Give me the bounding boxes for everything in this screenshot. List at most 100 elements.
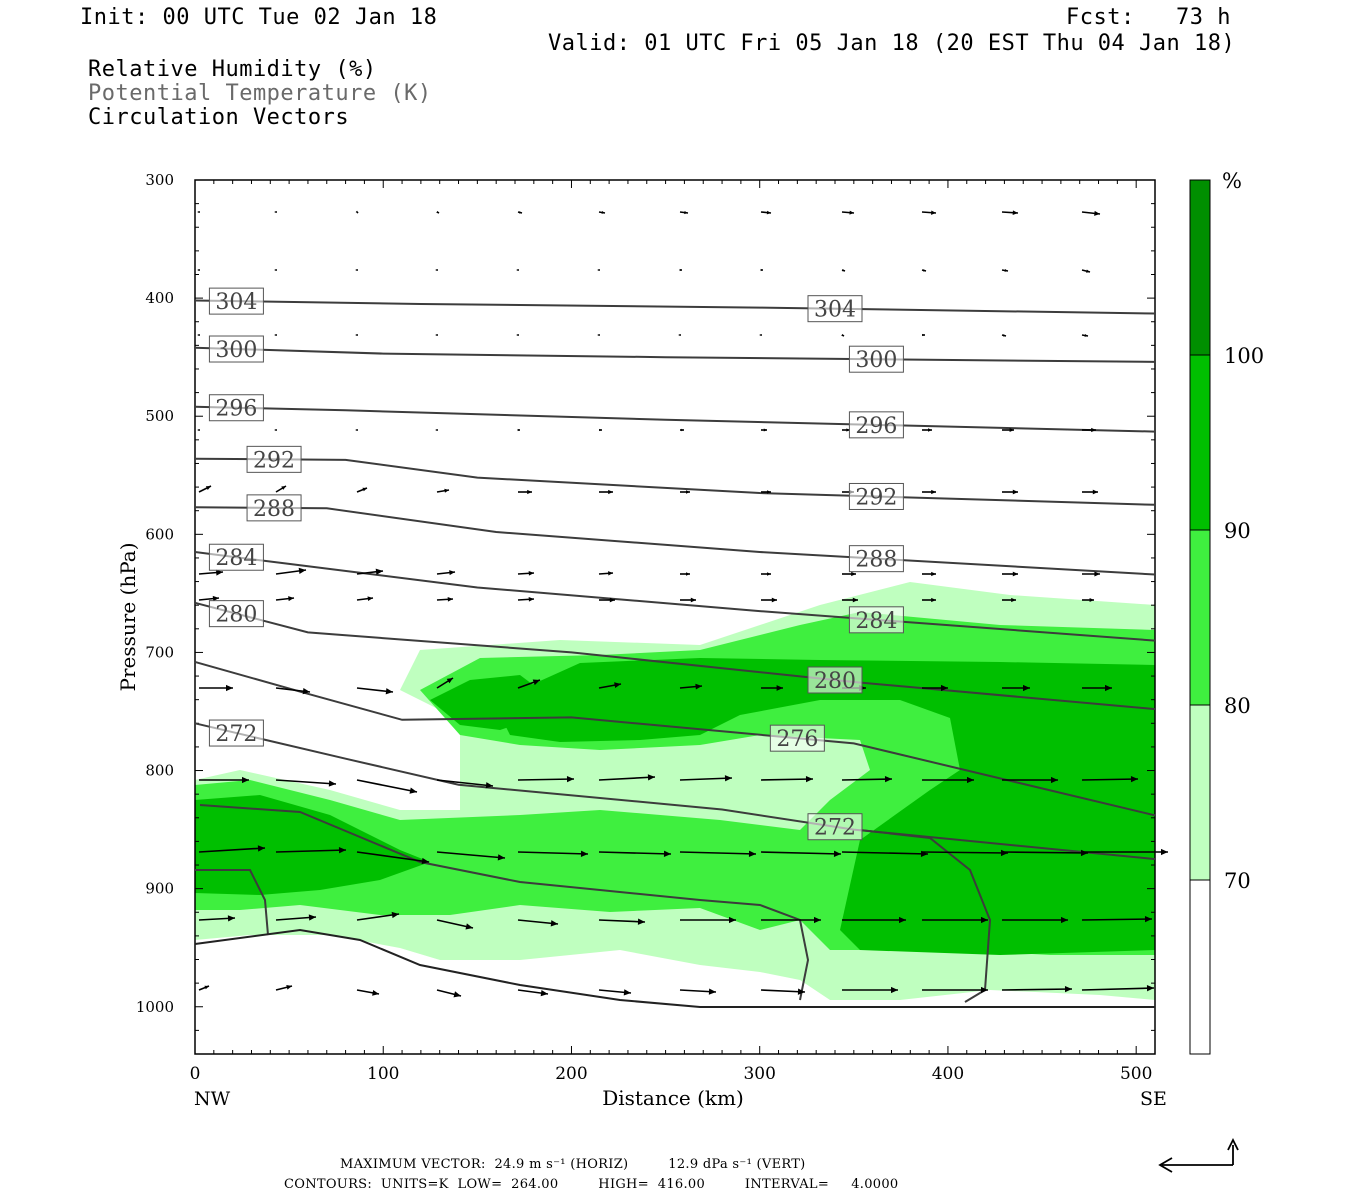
- circulation-vector: [842, 597, 858, 603]
- circulation-vector: [1002, 571, 1018, 577]
- circulation-vector: [761, 572, 771, 576]
- circulation-vector: [598, 918, 646, 925]
- circulation-vector: [355, 334, 358, 336]
- circulation-vector: [678, 334, 681, 336]
- isentrope-label-300: 300: [848, 345, 904, 373]
- circulation-vector: [274, 334, 277, 336]
- circulation-vector: [679, 268, 682, 272]
- colorbar-segment: [1190, 705, 1210, 880]
- circulation-vector: [356, 851, 430, 865]
- circulation-vector: [436, 919, 474, 930]
- circulation-vector: [517, 989, 549, 997]
- circulation-vector: [436, 851, 506, 861]
- circulation-vector: [1081, 334, 1089, 337]
- svg-text:272: 272: [215, 722, 257, 747]
- circulation-vector: [842, 428, 850, 432]
- circulation-vector: [598, 989, 632, 996]
- isentrope-label-288: 288: [848, 545, 904, 573]
- circulation-vector: [679, 683, 703, 690]
- isentrope-label-296: 296: [848, 411, 904, 439]
- circulation-vector: [922, 571, 936, 577]
- circulation-vector: [436, 596, 454, 602]
- circulation-vector: [1081, 775, 1139, 783]
- circulation-vector: [761, 597, 777, 603]
- colorbar-segment: [1190, 880, 1210, 1054]
- circulation-vector: [1002, 684, 1030, 692]
- circulation-vector: [435, 334, 438, 336]
- circulation-vector: [760, 210, 772, 215]
- y-axis-title: Pressure (hPa): [116, 543, 140, 692]
- circulation-vector: [598, 682, 622, 689]
- isentrope-labels: 304 304 300 300 296 296 292 292 288 288 284 284 280 2…: [208, 287, 904, 841]
- circulation-vector: [761, 916, 821, 924]
- isentrope-280: [194, 601, 1156, 711]
- y-tick-label: 800: [145, 762, 174, 780]
- rh-colorbar: 70 80 90 100%: [1189, 169, 1264, 1055]
- svg-text:284: 284: [215, 546, 257, 571]
- circulation-vector: [761, 428, 767, 432]
- svg-text:284: 284: [855, 609, 897, 634]
- circulation-vector: [275, 984, 293, 991]
- circulation-vector: [680, 490, 690, 494]
- isentrope-label-304: 304: [807, 295, 863, 323]
- circulation-vector: [517, 679, 541, 689]
- circulation-vector: [598, 571, 614, 576]
- circulation-vector: [517, 211, 523, 214]
- circulation-vector: [356, 596, 374, 601]
- circulation-vector: [517, 428, 520, 432]
- svg-text:300: 300: [855, 348, 897, 373]
- circulation-vector: [679, 850, 757, 857]
- circulation-vector: [517, 775, 575, 783]
- circulation-vector: [760, 775, 814, 783]
- circulation-vector: [275, 847, 347, 854]
- circulation-vector: [1081, 915, 1153, 923]
- circulation-vector: [198, 595, 220, 602]
- circulation-vector: [199, 684, 233, 692]
- circulation-vector: [1001, 210, 1019, 216]
- circulation-vector: [356, 911, 400, 921]
- circulation-vectors: [197, 210, 1168, 998]
- circulation-vector: [599, 489, 613, 495]
- colorbar-segment: [1190, 355, 1210, 530]
- y-tick-label: 300: [145, 171, 174, 189]
- circulation-vector: [436, 989, 462, 998]
- svg-text:296: 296: [215, 397, 257, 422]
- circulation-vector: [274, 269, 277, 271]
- rh-90-upper-core-b: [430, 675, 540, 730]
- rh-90-lower-core: [195, 795, 430, 895]
- circulation-vector: [436, 210, 440, 214]
- circulation-vector: [1081, 210, 1101, 216]
- circulation-vector: [355, 429, 358, 431]
- circulation-vector: [275, 914, 317, 921]
- circulation-vector: [274, 211, 277, 213]
- circulation-vector: [517, 570, 535, 576]
- x-tick-label: 500: [1120, 1064, 1152, 1084]
- y-tick-label: 500: [145, 407, 174, 425]
- circulation-vector: [198, 485, 212, 493]
- circulation-vector: [680, 916, 736, 924]
- circulation-vector: [1082, 489, 1098, 495]
- circulation-vector: [1002, 776, 1058, 784]
- svg-text:292: 292: [253, 448, 295, 473]
- plot-frame: [194, 179, 1156, 1055]
- x-end-label-nw: NW: [194, 1088, 231, 1110]
- circulation-vector: [1082, 848, 1168, 856]
- colorbar-level-label: 80: [1224, 694, 1251, 718]
- svg-text:288: 288: [253, 497, 295, 522]
- circulation-vector: [680, 597, 696, 603]
- circulation-vector: [1082, 684, 1112, 692]
- isentrope-label-280: 280: [807, 666, 863, 694]
- circulation-vector: [1082, 598, 1094, 602]
- svg-text:272: 272: [814, 816, 856, 841]
- circulation-vector: [597, 334, 600, 336]
- svg-text:304: 304: [814, 298, 856, 323]
- circulation-vector: [921, 269, 927, 272]
- circulation-vector: [680, 428, 684, 432]
- svg-text:296: 296: [855, 414, 897, 439]
- field-rh-label: Relative Humidity (%): [88, 57, 377, 82]
- circulation-vector: [517, 596, 535, 602]
- circulation-vector: [1001, 269, 1009, 272]
- circulation-vector: [275, 779, 337, 787]
- circulation-vector: [679, 210, 689, 215]
- svg-text:280: 280: [215, 603, 257, 628]
